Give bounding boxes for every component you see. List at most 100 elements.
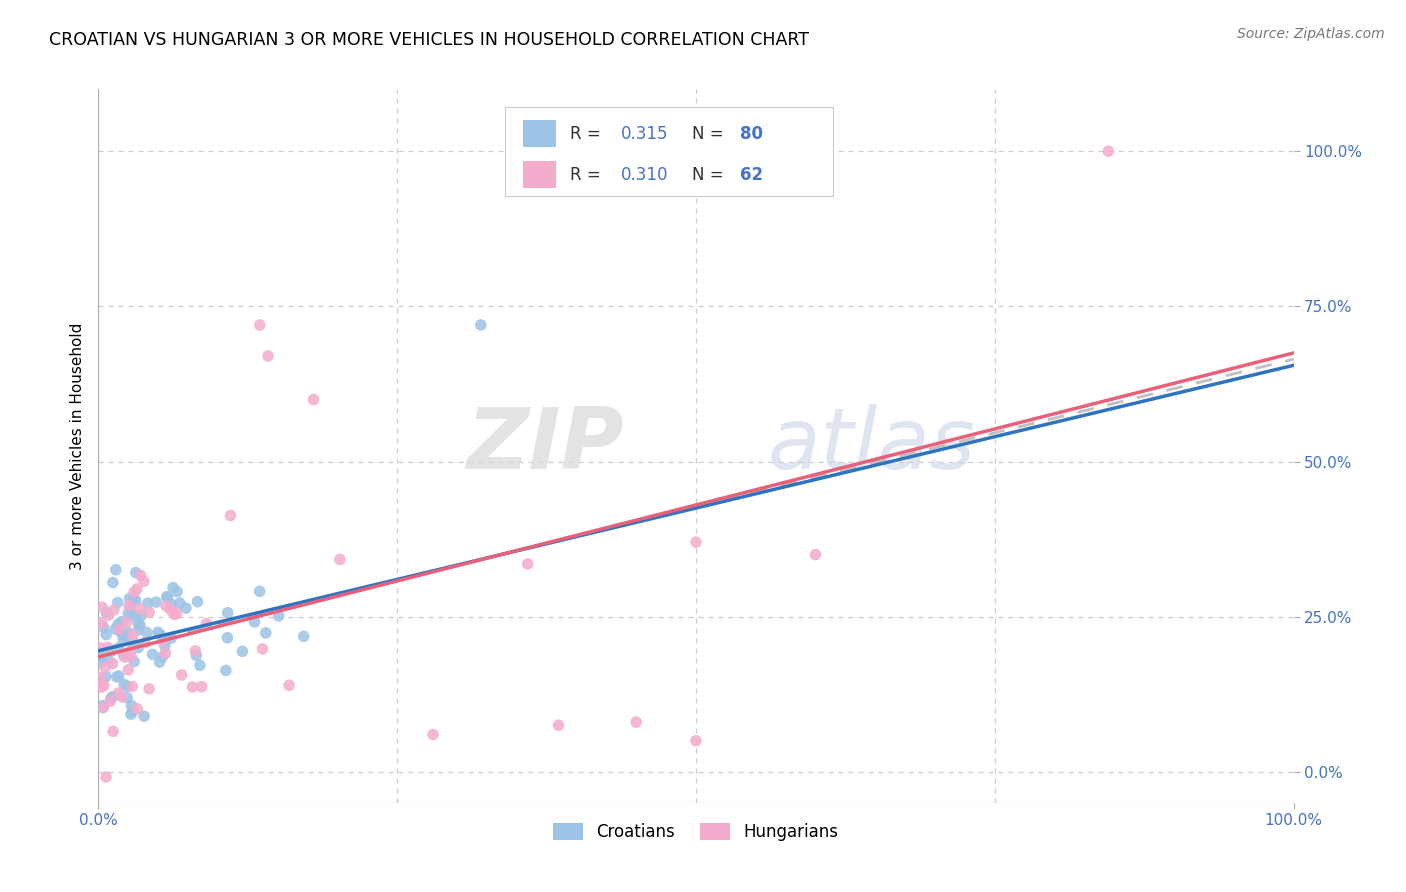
Point — [98, 655, 121, 669]
Point — [93, 620, 115, 634]
Point — [626, 715, 648, 730]
Point — [217, 631, 239, 645]
Point — [141, 648, 163, 662]
Point — [111, 615, 134, 629]
Point — [148, 655, 170, 669]
Point — [267, 608, 290, 623]
Text: 62: 62 — [740, 166, 763, 184]
Text: atlas: atlas — [768, 404, 976, 488]
Point — [107, 596, 129, 610]
Point — [91, 698, 114, 713]
Point — [129, 618, 152, 632]
Point — [125, 566, 148, 580]
Point — [107, 669, 129, 683]
Point — [93, 679, 115, 693]
Point — [231, 644, 253, 658]
Point — [252, 641, 274, 656]
Point — [90, 616, 112, 631]
Point — [188, 658, 211, 673]
Point — [107, 640, 129, 655]
Point — [195, 616, 218, 631]
Point — [190, 680, 212, 694]
Point — [121, 698, 143, 713]
Point — [516, 557, 538, 571]
Point — [120, 600, 142, 615]
Point — [129, 608, 152, 623]
Point — [160, 597, 183, 611]
Point — [170, 668, 193, 682]
Point — [112, 632, 135, 647]
Point — [422, 727, 444, 741]
Point — [91, 700, 114, 714]
Point — [104, 563, 127, 577]
Point — [129, 568, 152, 582]
Point — [100, 691, 122, 706]
Point — [149, 627, 172, 641]
Point — [186, 648, 208, 663]
Point — [108, 624, 131, 638]
Point — [112, 677, 135, 691]
Point — [153, 639, 176, 653]
Point — [120, 707, 142, 722]
Point — [89, 670, 111, 684]
FancyBboxPatch shape — [505, 107, 834, 196]
Point — [127, 616, 149, 631]
Point — [107, 617, 129, 632]
Point — [292, 629, 315, 643]
Point — [103, 603, 125, 617]
Point — [685, 733, 707, 747]
Point — [97, 608, 120, 623]
Point — [217, 606, 239, 620]
Point — [156, 591, 179, 605]
Point — [115, 615, 138, 629]
Point — [122, 593, 145, 607]
Point — [122, 655, 145, 669]
Point — [121, 680, 143, 694]
Y-axis label: 3 or more Vehicles in Household: 3 or more Vehicles in Household — [69, 322, 84, 570]
Point — [186, 595, 208, 609]
Point — [101, 575, 124, 590]
Point — [89, 640, 111, 655]
Text: 0.315: 0.315 — [620, 125, 668, 143]
Point — [87, 656, 110, 670]
Point — [156, 590, 179, 604]
Point — [249, 318, 271, 332]
Point — [94, 660, 117, 674]
Point — [127, 702, 149, 716]
Point — [243, 615, 266, 629]
Point — [94, 627, 117, 641]
Point — [166, 607, 188, 621]
Point — [117, 625, 139, 640]
Point — [118, 599, 141, 613]
FancyBboxPatch shape — [523, 161, 557, 188]
Text: 0.310: 0.310 — [620, 166, 668, 184]
Point — [101, 724, 124, 739]
Point — [155, 646, 177, 660]
Point — [104, 622, 127, 636]
Point — [257, 349, 280, 363]
Point — [117, 607, 139, 621]
Point — [181, 680, 204, 694]
Point — [1097, 145, 1119, 159]
Point — [121, 705, 143, 719]
Point — [89, 648, 111, 663]
Point — [128, 601, 150, 615]
Text: 80: 80 — [740, 125, 763, 143]
Text: CROATIAN VS HUNGARIAN 3 OR MORE VEHICLES IN HOUSEHOLD CORRELATION CHART: CROATIAN VS HUNGARIAN 3 OR MORE VEHICLES… — [49, 31, 810, 49]
Point — [111, 690, 134, 704]
Point — [101, 690, 124, 704]
Point — [163, 607, 186, 622]
Point — [127, 640, 149, 655]
Point — [111, 628, 134, 642]
Text: N =: N = — [692, 125, 730, 143]
Point — [145, 595, 167, 609]
Point — [215, 664, 238, 678]
Point — [121, 609, 143, 624]
Point — [152, 633, 174, 648]
Point — [159, 602, 181, 616]
Point — [96, 606, 118, 620]
Point — [120, 649, 142, 664]
Point — [160, 631, 183, 645]
Point — [155, 599, 177, 613]
Point — [219, 508, 242, 523]
